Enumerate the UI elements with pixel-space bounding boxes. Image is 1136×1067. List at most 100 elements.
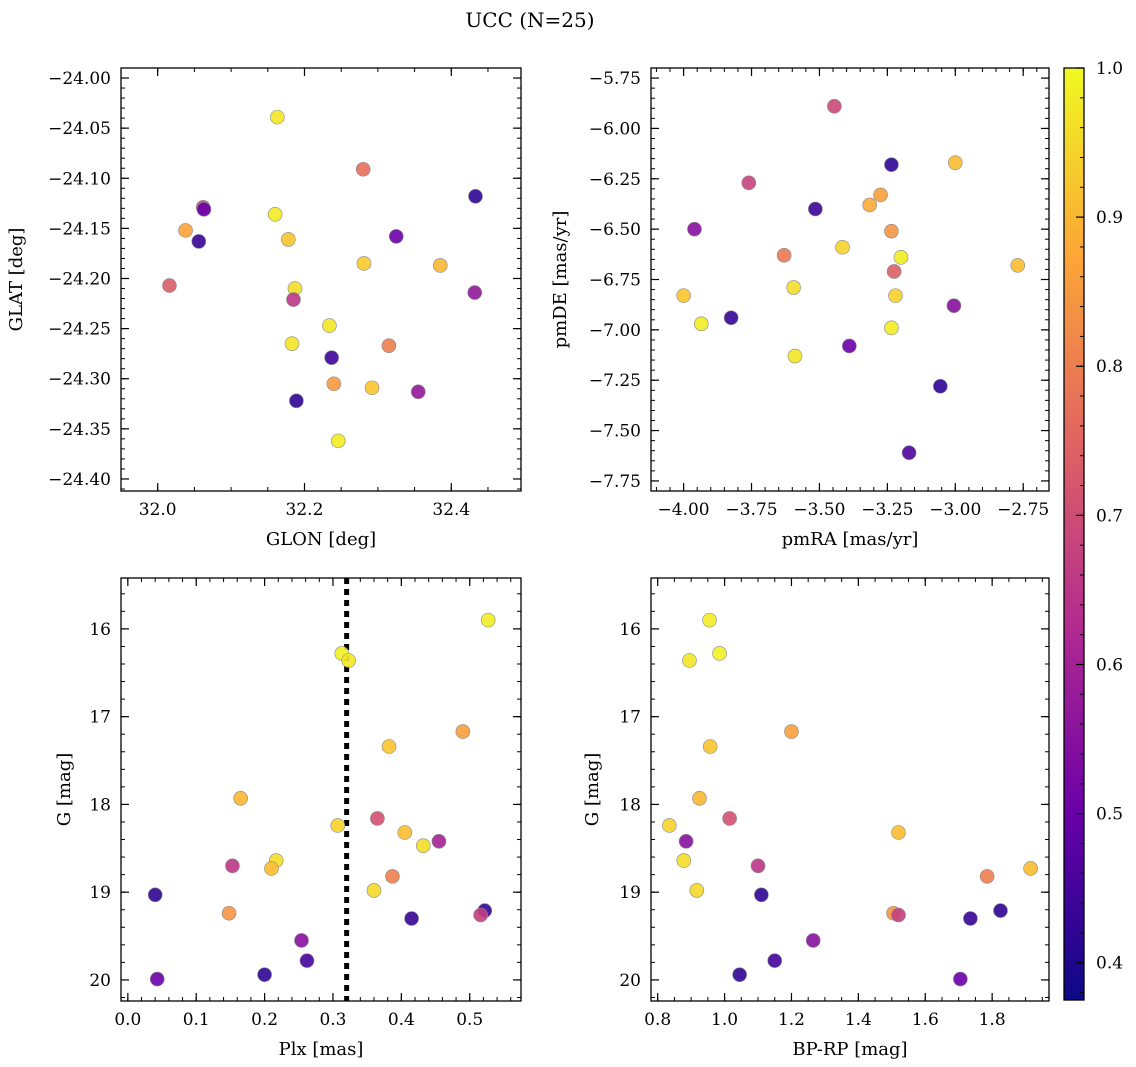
data-point — [953, 971, 968, 987]
y-tick-label: −24.00 — [48, 69, 111, 89]
data-point — [692, 790, 707, 806]
y-tick-label: 16 — [619, 620, 641, 640]
data-point — [946, 298, 962, 313]
x-tick-label: −4.00 — [658, 500, 710, 520]
colorbar-tick-label: 1.0 — [1096, 59, 1123, 79]
y-tick-label: −6.50 — [589, 220, 641, 240]
data-point — [808, 201, 823, 217]
data-point — [330, 433, 346, 449]
axes-frame — [650, 577, 1050, 1002]
x-tick-label: 0.5 — [456, 1010, 483, 1030]
y-tick-label: 18 — [89, 795, 111, 815]
x-tick-label: 1.6 — [912, 1010, 939, 1030]
x-tick-label: −2.75 — [997, 500, 1049, 520]
panel-top-left: 32.0 32.2 32.4 −24.40 −24.35 −24.30 −24.25 −24.… — [6, 67, 522, 550]
data-point — [862, 197, 877, 213]
data-point — [723, 310, 739, 326]
colorbar-tick-label: 0.8 — [1096, 357, 1123, 377]
y-tick-label: −7.50 — [589, 422, 641, 442]
axes-frame — [120, 67, 522, 492]
panels: 32.0 32.2 32.4 −24.40 −24.35 −24.30 −24.25 −24.… — [6, 67, 1050, 1060]
x-axis-label: pmRA [mas/yr] — [782, 529, 919, 550]
data-point — [388, 229, 404, 244]
data-point — [468, 189, 483, 204]
y-tick-label: −24.30 — [48, 370, 111, 390]
y-tick-label: −24.40 — [48, 470, 111, 490]
data-point — [385, 869, 400, 884]
colorbar-tick-label: 0.5 — [1096, 805, 1123, 825]
data-point — [689, 883, 705, 898]
data-point — [741, 175, 757, 191]
panel-top-right: −4.00 −3.75 −3.50 −3.25 −3.00 −2.75 −7.75 −7.50… — [550, 67, 1050, 550]
data-point — [687, 221, 702, 237]
y-tick-label: 17 — [619, 708, 641, 728]
x-tick-label: 0.0 — [114, 1010, 141, 1030]
data-point — [1010, 258, 1026, 273]
data-point — [480, 612, 496, 628]
data-point — [993, 903, 1008, 918]
data-point — [149, 971, 165, 987]
colorbar-tick-label: 0.6 — [1096, 655, 1123, 675]
y-tick-label: −24.15 — [48, 219, 111, 239]
data-point — [366, 883, 382, 898]
axes-frame — [120, 577, 522, 1002]
y-tick-label: −24.35 — [48, 420, 111, 440]
data-point — [784, 724, 799, 739]
data-point — [294, 933, 309, 948]
data-point — [886, 264, 902, 279]
figure-title: UCC (N=25) — [465, 8, 594, 32]
y-tick-label: −7.75 — [589, 472, 641, 492]
data-point — [827, 98, 842, 114]
y-tick-label: −24.25 — [48, 320, 111, 340]
data-point — [893, 250, 909, 265]
data-point — [257, 967, 272, 982]
data-point — [381, 338, 397, 353]
data-point — [722, 811, 737, 826]
data-point — [178, 223, 193, 238]
scatter-points — [662, 612, 1038, 987]
y-tick-label: −7.00 — [589, 321, 641, 341]
y-tick-label: 16 — [89, 620, 111, 640]
x-tick-label: 1.2 — [778, 1010, 805, 1030]
data-point — [397, 825, 413, 840]
minor-ticks — [651, 578, 1049, 1001]
data-point — [330, 818, 346, 833]
data-point — [888, 288, 903, 303]
scatter-points — [162, 109, 483, 449]
data-point — [776, 248, 792, 263]
x-tick-label: −3.00 — [929, 500, 981, 520]
x-tick-label: 1.0 — [711, 1010, 738, 1030]
data-point — [732, 967, 747, 982]
data-point — [676, 288, 691, 303]
y-tick-label: 20 — [89, 971, 111, 991]
y-tick-label: 19 — [619, 883, 641, 903]
data-point — [662, 818, 677, 833]
x-axis-label: GLON [deg] — [266, 529, 376, 550]
colorbar-fill — [1064, 68, 1084, 1000]
data-point — [225, 858, 240, 874]
data-point — [693, 316, 709, 332]
data-point — [676, 853, 692, 868]
y-tick-label: −5.75 — [589, 69, 641, 89]
data-point — [750, 858, 766, 874]
data-point — [270, 109, 285, 125]
colorbar-tick-label: 0.7 — [1096, 506, 1123, 526]
x-tick-label: 0.1 — [183, 1010, 210, 1030]
minor-ticks — [120, 67, 521, 491]
scatter-points — [676, 98, 1026, 461]
axes-frame — [650, 67, 1050, 492]
data-point — [891, 907, 906, 923]
data-point — [702, 739, 718, 754]
data-point — [712, 646, 727, 661]
y-axis-label: G [mag] — [582, 753, 603, 826]
panel-bottom-right: 0.8 1.0 1.2 1.4 1.6 1.8 16 17 18 19 20 BP-RP [mag] G… — [582, 577, 1050, 1060]
y-axis-label: G [mag] — [54, 753, 75, 826]
colorbar-tick-label: 0.4 — [1096, 954, 1123, 974]
y-tick-label: −24.20 — [48, 269, 111, 289]
data-point — [147, 887, 163, 903]
y-tick-label: −6.25 — [589, 170, 641, 190]
y-tick-label: −6.00 — [589, 119, 641, 139]
scatter-points — [147, 612, 496, 987]
data-point — [324, 350, 339, 365]
data-point — [805, 933, 821, 948]
